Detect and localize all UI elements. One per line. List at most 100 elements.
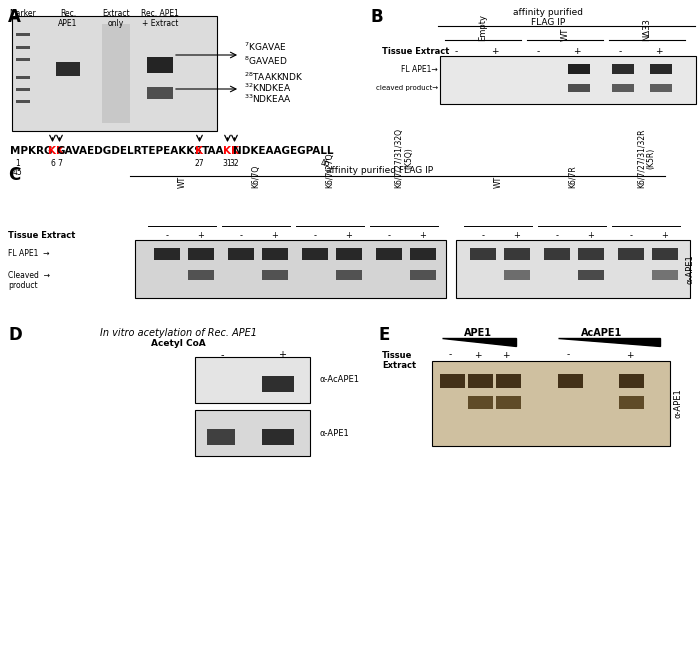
Bar [612, 64, 634, 74]
Bar [16, 76, 30, 79]
Text: -: - [314, 232, 316, 241]
Text: -: - [482, 232, 484, 241]
Text: -: - [455, 47, 458, 56]
Bar [650, 64, 673, 74]
Text: B: B [370, 8, 383, 26]
Text: K6/7Q: K6/7Q [251, 165, 260, 188]
Text: 6: 6 [50, 159, 55, 168]
Bar [650, 84, 673, 92]
Bar [16, 100, 30, 103]
Text: E: E [378, 326, 389, 344]
Text: NDKEAAGEGPALL: NDKEAAGEGPALL [233, 146, 334, 156]
Text: Extract
only: Extract only [102, 9, 130, 28]
Text: +: + [587, 232, 594, 241]
Bar [619, 374, 644, 388]
Text: -: - [220, 350, 224, 360]
Bar [188, 248, 214, 260]
Text: -: - [566, 350, 570, 359]
Text: +: + [346, 232, 352, 241]
Bar [558, 374, 583, 388]
Bar [302, 248, 328, 260]
Text: +: + [491, 47, 498, 56]
Bar [102, 24, 130, 123]
Text: Cleaved  →: Cleaved → [8, 270, 50, 279]
Text: 1: 1 [15, 159, 20, 168]
Bar [612, 84, 634, 92]
Polygon shape [558, 338, 660, 346]
Text: affinity purified: affinity purified [513, 8, 583, 17]
Text: +: + [503, 350, 510, 359]
Bar [195, 357, 310, 403]
Text: $^{33}$NDKEAA: $^{33}$NDKEAA [244, 92, 292, 105]
Bar [16, 46, 30, 49]
Text: Tissue Extract: Tissue Extract [8, 232, 76, 241]
Text: WT: WT [561, 28, 570, 41]
Bar [147, 87, 173, 99]
Text: +: + [475, 350, 482, 359]
Bar [440, 374, 465, 388]
Text: -: - [239, 232, 242, 241]
Bar [432, 361, 670, 446]
Text: A: A [8, 8, 21, 26]
Text: K6/7/27/31/32R
(K5R): K6/7/27/31/32R (K5R) [636, 129, 656, 188]
Text: +: + [662, 232, 668, 241]
Text: +: + [654, 47, 662, 56]
Text: -: - [537, 47, 540, 56]
Text: Acetyl CoA: Acetyl CoA [150, 339, 205, 348]
Text: C: C [8, 166, 20, 184]
Text: -: - [449, 350, 452, 359]
Bar [619, 396, 644, 409]
Text: +: + [278, 350, 286, 360]
Bar [410, 270, 436, 280]
Bar [496, 396, 521, 409]
Text: α-APE1: α-APE1 [673, 388, 682, 418]
Text: Marker: Marker [10, 9, 36, 18]
Text: GAVAEDGDELRTEPEAKKS: GAVAEDGDELRTEPEAKKS [57, 146, 202, 156]
Bar [652, 248, 678, 260]
Bar [262, 429, 294, 445]
Text: K6/7/27Q: K6/7/27Q [326, 152, 335, 188]
Text: affinity purified FLAG IP: affinity purified FLAG IP [326, 166, 433, 175]
Bar [544, 248, 570, 260]
Text: 45: 45 [13, 168, 22, 177]
Bar [504, 248, 530, 260]
Text: $^{28}$TAAKKNDK: $^{28}$TAAKKNDK [244, 71, 304, 83]
Bar [440, 56, 696, 104]
Text: APE1: APE1 [464, 328, 492, 338]
Text: In vitro acetylation of Rec. APE1: In vitro acetylation of Rec. APE1 [99, 328, 256, 338]
Text: -: - [556, 232, 559, 241]
Text: 31: 31 [223, 159, 232, 168]
Bar [336, 270, 362, 280]
Text: KK: KK [48, 146, 64, 156]
Bar [262, 248, 288, 260]
Text: +: + [626, 350, 634, 359]
Bar [16, 58, 30, 61]
Bar [228, 248, 254, 260]
Text: K: K [195, 146, 204, 156]
Text: +: + [573, 47, 580, 56]
Text: TAA: TAA [202, 146, 225, 156]
Text: 27: 27 [195, 159, 204, 168]
Bar [578, 248, 604, 260]
Text: FL APE1→: FL APE1→ [401, 64, 438, 73]
Text: KK: KK [223, 146, 239, 156]
Bar [135, 240, 446, 298]
Text: Tissue Extract: Tissue Extract [382, 47, 449, 56]
Bar [568, 84, 590, 92]
Text: 45: 45 [321, 159, 330, 168]
Text: Empty: Empty [479, 14, 487, 41]
Bar [470, 248, 496, 260]
Text: Tissue
Extract: Tissue Extract [382, 351, 416, 371]
Bar [410, 248, 436, 260]
Bar [188, 270, 214, 280]
Text: 7: 7 [57, 159, 62, 168]
Text: +: + [419, 232, 426, 241]
Text: $^{7}$KGAVAE: $^{7}$KGAVAE [244, 41, 287, 53]
Text: α-AcAPE1: α-AcAPE1 [320, 375, 360, 384]
Text: +: + [272, 232, 279, 241]
Text: -: - [629, 232, 633, 241]
Bar [16, 88, 30, 91]
Text: α-APE1: α-APE1 [685, 254, 694, 284]
Bar [262, 376, 294, 392]
Text: $^{8}$GAVAED: $^{8}$GAVAED [244, 55, 288, 67]
